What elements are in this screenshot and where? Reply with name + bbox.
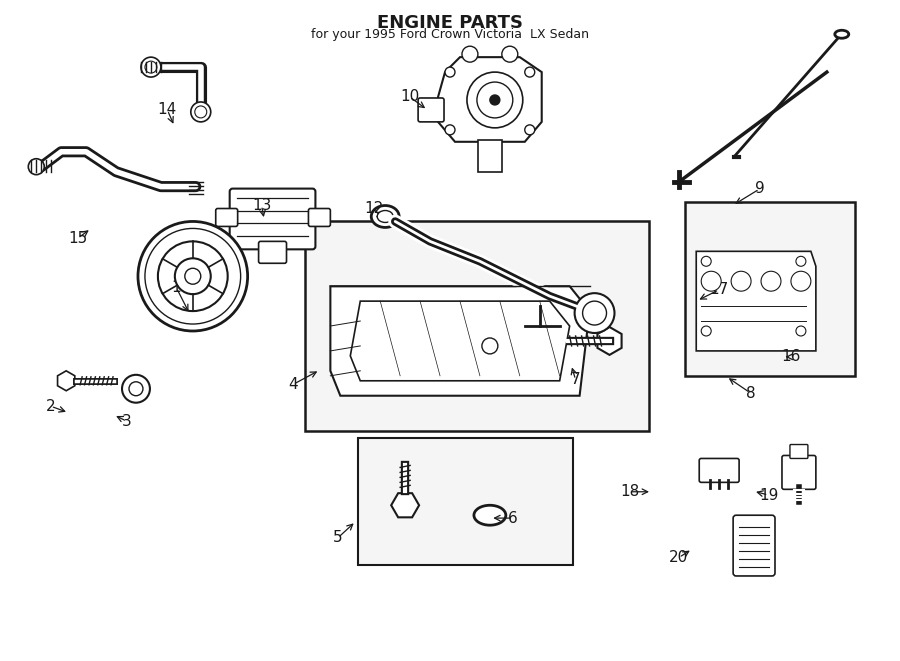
Circle shape: [502, 46, 518, 62]
Text: 9: 9: [755, 182, 764, 196]
Circle shape: [158, 241, 228, 311]
Circle shape: [761, 271, 781, 291]
Circle shape: [191, 102, 211, 122]
Circle shape: [731, 271, 752, 291]
Circle shape: [701, 326, 711, 336]
Polygon shape: [330, 286, 590, 396]
Bar: [478, 140, 502, 172]
Text: 5: 5: [333, 530, 343, 545]
Text: 3: 3: [122, 414, 132, 429]
Polygon shape: [598, 327, 622, 355]
FancyBboxPatch shape: [258, 241, 286, 263]
FancyBboxPatch shape: [309, 208, 330, 227]
Text: 20: 20: [670, 550, 688, 565]
Text: 10: 10: [400, 89, 419, 104]
Polygon shape: [438, 57, 542, 142]
Circle shape: [477, 82, 513, 118]
FancyBboxPatch shape: [790, 444, 808, 459]
Bar: [305, 221, 650, 430]
Text: 13: 13: [252, 198, 271, 213]
Circle shape: [138, 221, 248, 331]
Circle shape: [525, 125, 535, 135]
Circle shape: [791, 271, 811, 291]
FancyBboxPatch shape: [418, 98, 444, 122]
Text: for your 1995 Ford Crown Victoria  LX Sedan: for your 1995 Ford Crown Victoria LX Sed…: [311, 28, 589, 41]
Circle shape: [796, 326, 806, 336]
FancyBboxPatch shape: [699, 459, 739, 483]
Text: 2: 2: [46, 399, 56, 414]
Circle shape: [145, 61, 157, 73]
Text: 16: 16: [781, 349, 801, 364]
Circle shape: [184, 268, 201, 284]
Circle shape: [574, 293, 615, 333]
Ellipse shape: [371, 206, 400, 227]
Bar: [358, 438, 572, 565]
Text: 1: 1: [172, 280, 181, 295]
Circle shape: [28, 159, 44, 175]
Circle shape: [122, 375, 150, 403]
Text: ENGINE PARTS: ENGINE PARTS: [377, 15, 523, 32]
Circle shape: [701, 256, 711, 266]
Text: 17: 17: [709, 282, 729, 297]
FancyBboxPatch shape: [782, 455, 816, 489]
Circle shape: [445, 67, 455, 77]
FancyBboxPatch shape: [734, 515, 775, 576]
Circle shape: [701, 271, 721, 291]
FancyBboxPatch shape: [216, 208, 238, 227]
Text: 12: 12: [364, 201, 383, 216]
Circle shape: [525, 67, 535, 77]
Polygon shape: [392, 493, 419, 518]
Circle shape: [141, 57, 161, 77]
FancyBboxPatch shape: [230, 188, 315, 249]
Circle shape: [582, 301, 607, 325]
Circle shape: [467, 72, 523, 128]
Circle shape: [129, 382, 143, 396]
Circle shape: [175, 258, 211, 294]
Polygon shape: [58, 371, 75, 391]
Polygon shape: [350, 301, 570, 381]
Circle shape: [482, 338, 498, 354]
Text: 6: 6: [508, 510, 518, 525]
Circle shape: [796, 256, 806, 266]
Ellipse shape: [377, 210, 393, 223]
Circle shape: [145, 229, 240, 324]
Circle shape: [445, 125, 455, 135]
Circle shape: [490, 95, 500, 105]
Text: 15: 15: [68, 231, 87, 246]
Text: 14: 14: [158, 102, 177, 118]
Text: 4: 4: [288, 377, 298, 392]
Text: 11: 11: [458, 330, 478, 344]
Text: 19: 19: [759, 488, 778, 502]
Text: 18: 18: [620, 485, 639, 499]
Ellipse shape: [835, 30, 849, 38]
Circle shape: [194, 106, 207, 118]
Ellipse shape: [474, 505, 506, 525]
Circle shape: [462, 46, 478, 62]
Bar: [685, 202, 855, 376]
Text: 8: 8: [746, 385, 755, 401]
Polygon shape: [697, 251, 816, 351]
Text: 7: 7: [571, 372, 580, 387]
